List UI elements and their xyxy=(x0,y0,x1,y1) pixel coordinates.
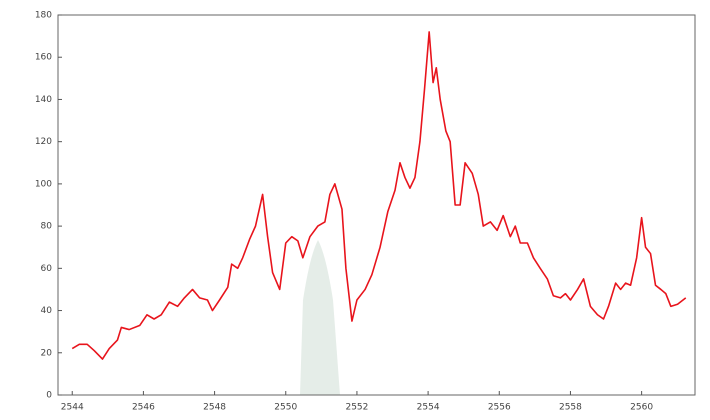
y-tick-label: 100 xyxy=(35,179,52,189)
x-tick-label: 2556 xyxy=(488,403,511,413)
data-line xyxy=(71,31,687,360)
y-tick-label: 40 xyxy=(41,306,53,316)
y-tick-label: 180 xyxy=(35,11,52,21)
x-tick-label: 2546 xyxy=(132,403,155,413)
y-tick-label: 120 xyxy=(35,137,52,147)
y-tick-label: 60 xyxy=(41,264,53,274)
y-tick-label: 160 xyxy=(35,53,52,63)
x-tick-label: 2548 xyxy=(203,403,226,413)
y-tick-label: 80 xyxy=(41,222,53,232)
x-tick-label: 2550 xyxy=(274,403,297,413)
x-tick-label: 2552 xyxy=(345,403,368,413)
y-tick-label: 20 xyxy=(41,348,53,358)
plot-frame xyxy=(57,14,696,396)
x-tick-label: 2554 xyxy=(417,403,440,413)
y-tick-label: 0 xyxy=(46,391,52,401)
x-tick-label: 2558 xyxy=(559,403,582,413)
x-tick-label: 2544 xyxy=(61,403,84,413)
y-tick-label: 140 xyxy=(35,95,52,105)
watermark xyxy=(300,240,340,395)
x-tick-label: 2560 xyxy=(630,403,653,413)
